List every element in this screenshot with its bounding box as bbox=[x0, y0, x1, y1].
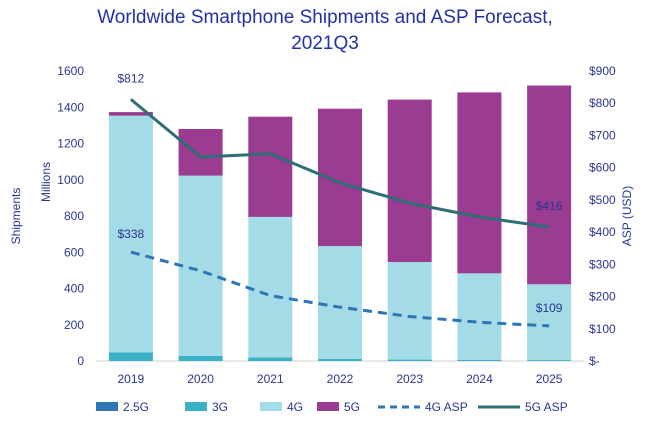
y-left-tick-label: 1200 bbox=[57, 137, 84, 151]
x-tick-label: 2020 bbox=[187, 372, 214, 386]
bar-4g-2020 bbox=[178, 175, 223, 356]
chart-title-line-2: 2021Q3 bbox=[291, 33, 359, 54]
chart-title-line-1: Worldwide Smartphone Shipments and ASP F… bbox=[97, 7, 553, 28]
legend-label-4g-asp: 4G ASP bbox=[425, 400, 468, 414]
y-right-tick-label: $- bbox=[589, 354, 600, 368]
bar-5g-2024 bbox=[457, 92, 502, 274]
y-right-tick-label: $200 bbox=[589, 290, 616, 304]
legend: 2.5G 3G 4G 5G 4G ASP 5G ASP bbox=[96, 400, 568, 414]
y-right-tick-label: $800 bbox=[589, 96, 616, 110]
y-right-tick-label: $700 bbox=[589, 128, 616, 142]
y-left-tick-label: 1000 bbox=[57, 173, 84, 187]
y-left-tick-label: 800 bbox=[64, 209, 84, 223]
x-tick-label: 2023 bbox=[396, 372, 423, 386]
legend-swatch-5g bbox=[317, 402, 339, 411]
y-left-tick-label: 0 bbox=[77, 354, 84, 368]
y-right-axis-title: ASP (USD) bbox=[620, 186, 634, 246]
legend-label-4g: 4G bbox=[287, 400, 303, 414]
right-axis-ticks: $- $100 $200 $300 $400 $500 $600 $700 $800 $900 bbox=[589, 64, 616, 368]
y-left-tick-label: 400 bbox=[64, 282, 84, 296]
legend-label-3g: 3G bbox=[212, 400, 228, 414]
legend-swatch-4g bbox=[260, 402, 282, 411]
data-label: $812 bbox=[118, 71, 145, 85]
x-tick-label: 2022 bbox=[327, 372, 354, 386]
legend-swatch-3g bbox=[185, 402, 207, 411]
lines-layer bbox=[129, 98, 550, 328]
y-right-tick-label: $900 bbox=[589, 64, 616, 78]
bar-3g-2021 bbox=[248, 357, 293, 361]
bar-4g-2022 bbox=[318, 246, 362, 359]
bar-3g-2022 bbox=[318, 358, 362, 361]
x-tick-label: 2025 bbox=[536, 372, 563, 386]
legend-label-5g-asp: 5G ASP bbox=[525, 400, 568, 414]
chart-title: Worldwide Smartphone Shipments and ASP F… bbox=[0, 5, 650, 57]
line-4g-asp bbox=[130, 250, 550, 328]
legend-swatch-2-5g bbox=[96, 402, 118, 411]
x-tick-label: 2024 bbox=[466, 372, 493, 386]
data-label: $338 bbox=[118, 227, 145, 241]
y-left-tick-label: 600 bbox=[64, 245, 84, 259]
y-left-tick-label: 1400 bbox=[57, 100, 84, 114]
y-left-tick-label: 200 bbox=[64, 318, 84, 332]
bar-3g-2025 bbox=[527, 360, 572, 361]
x-axis-ticks: 2019 2020 2021 2022 2023 2024 2025 bbox=[118, 372, 563, 386]
left-axis-ticks: 0 200 400 600 800 1000 1200 1400 1600 bbox=[57, 64, 84, 368]
bar-3g-2024 bbox=[457, 359, 502, 361]
bar-4g-2025 bbox=[527, 284, 572, 361]
y-left-axis-unit: Millions bbox=[39, 162, 53, 202]
bars-layer bbox=[108, 85, 572, 361]
bar-4g-2023 bbox=[387, 262, 432, 360]
data-labels-layer: $812 $338 $416 $109 bbox=[118, 71, 563, 315]
y-right-tick-label: $300 bbox=[589, 257, 616, 271]
x-tick-label: 2021 bbox=[257, 372, 284, 386]
y-right-tick-label: $400 bbox=[589, 225, 616, 239]
bar-5g-2025 bbox=[527, 85, 572, 285]
x-tick-label: 2019 bbox=[118, 372, 145, 386]
legend-label-5g: 5G bbox=[344, 400, 360, 414]
y-left-axis-title: Shipments bbox=[9, 188, 23, 245]
y-left-tick-label: 1600 bbox=[57, 64, 84, 78]
y-right-tick-label: $100 bbox=[589, 322, 616, 336]
bar-4g-2019 bbox=[108, 115, 153, 353]
bar-5g-2020 bbox=[178, 129, 223, 176]
bar-5g-2019 bbox=[108, 112, 153, 116]
bar-5g-2021 bbox=[248, 116, 293, 217]
bar-5g-2023 bbox=[387, 99, 432, 262]
bar-3g-2023 bbox=[387, 359, 432, 361]
y-right-tick-label: $500 bbox=[589, 193, 616, 207]
line-5g-asp bbox=[129, 98, 550, 229]
legend-label-2-5g: 2.5G bbox=[123, 400, 149, 414]
bar-3g-2020 bbox=[178, 355, 223, 361]
bar-3g-2019 bbox=[108, 352, 153, 361]
bar-4g-2024 bbox=[457, 273, 502, 360]
data-label: $109 bbox=[536, 301, 563, 315]
data-label: $416 bbox=[536, 199, 563, 213]
y-right-tick-label: $600 bbox=[589, 161, 616, 175]
bar-4g-2021 bbox=[248, 216, 293, 358]
